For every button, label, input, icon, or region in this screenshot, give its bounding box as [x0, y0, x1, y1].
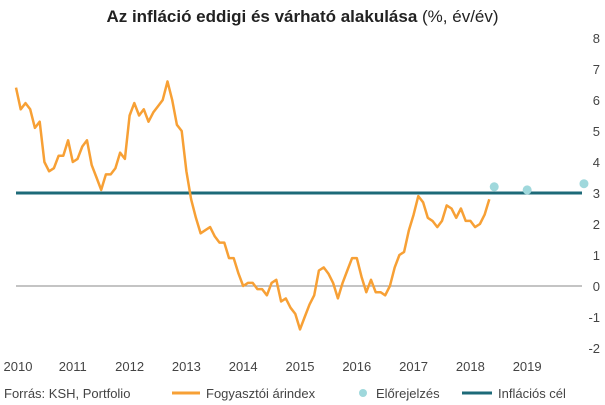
y-tick-label: -1 — [588, 310, 600, 325]
x-tick-label: 2014 — [229, 359, 258, 374]
y-tick-label: 8 — [593, 31, 600, 46]
y-tick-label: -2 — [588, 341, 600, 356]
forecast-point — [489, 182, 499, 192]
y-tick-label: 0 — [593, 279, 600, 294]
x-tick-label: 2015 — [286, 359, 315, 374]
y-tick-label: 1 — [593, 248, 600, 263]
forecast-point — [579, 179, 589, 189]
y-tick-label: 3 — [593, 186, 600, 201]
forecast-series — [489, 179, 589, 195]
x-tick-label: 2016 — [342, 359, 371, 374]
x-tick-label: 2012 — [115, 359, 144, 374]
chart-title: Az infláció eddigi és várható alakulása … — [106, 7, 498, 26]
y-axis: -2 -1 0 1 2 3 4 5 6 7 8 — [588, 31, 600, 356]
x-tick-label: 2018 — [456, 359, 485, 374]
x-tick-label: 2013 — [172, 359, 201, 374]
forecast-point — [522, 185, 532, 195]
chart-title-suffix: (%, év/év) — [417, 7, 498, 26]
legend-target-label: Inflációs cél — [498, 386, 566, 401]
cpi-series-line — [14, 80, 491, 331]
legend-forecast-label: Előrejelzés — [376, 386, 440, 401]
x-tick-label: 2010 — [4, 359, 33, 374]
y-tick-label: 7 — [593, 62, 600, 77]
legend: Fogyasztói árindex Előrejelzés Inflációs… — [172, 386, 566, 401]
legend-forecast-swatch — [359, 389, 367, 397]
y-tick-label: 2 — [593, 217, 600, 232]
y-tick-label: 6 — [593, 93, 600, 108]
x-tick-label: 2011 — [59, 359, 87, 374]
x-tick-label: 2017 — [399, 359, 428, 374]
legend-cpi-label: Fogyasztói árindex — [206, 386, 316, 401]
x-axis: 2010 2011 2012 2013 2014 2015 2016 2017 2018 2019 — [4, 359, 542, 374]
x-tick-label: 2019 — [513, 359, 542, 374]
y-tick-label: 5 — [593, 124, 600, 139]
chart-title-main: Az infláció eddigi és várható alakulása — [106, 7, 417, 26]
y-tick-label: 4 — [593, 155, 600, 170]
source-note: Forrás: KSH, Portfolio — [4, 386, 130, 401]
